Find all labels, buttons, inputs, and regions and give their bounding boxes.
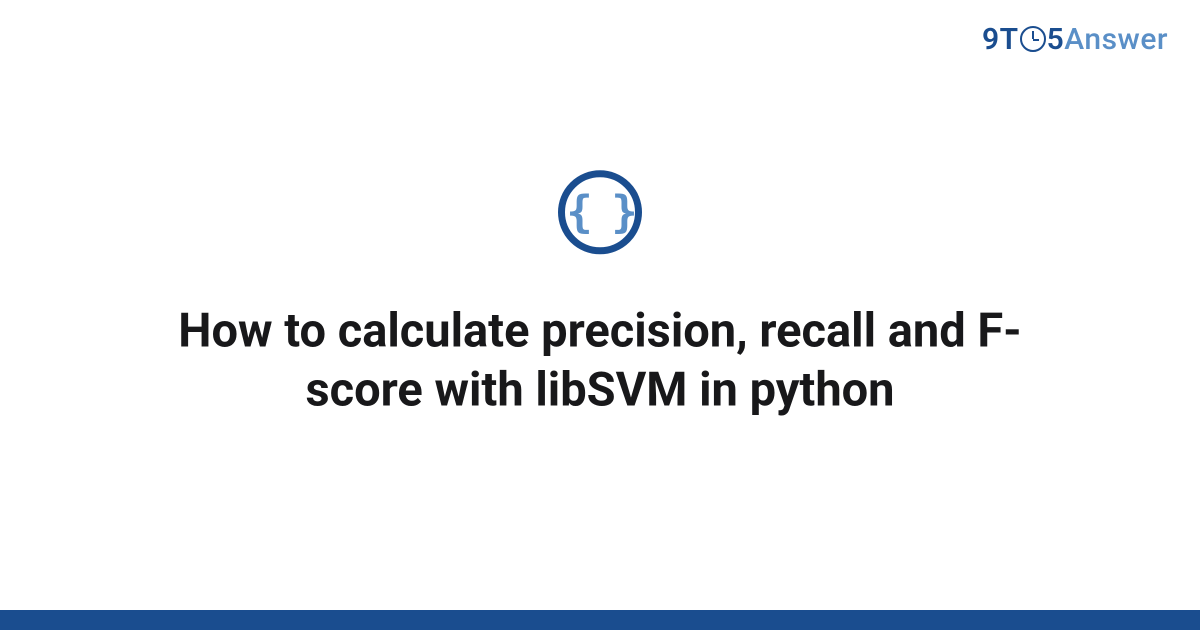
code-braces-icon: { } — [558, 170, 642, 254]
brand-word: Answer — [1064, 22, 1168, 57]
braces-glyph: { } — [566, 190, 633, 234]
main-content: { } How to calculate precision, recall a… — [0, 170, 1200, 419]
clock-icon — [1020, 26, 1046, 52]
page-title: How to calculate precision, recall and F… — [120, 302, 1080, 420]
brand-logo: 9T 5Answer — [982, 22, 1168, 57]
brand-suffix: 5 — [1047, 22, 1065, 57]
brand-prefix: 9T — [982, 22, 1019, 57]
bottom-accent-bar — [0, 610, 1200, 630]
